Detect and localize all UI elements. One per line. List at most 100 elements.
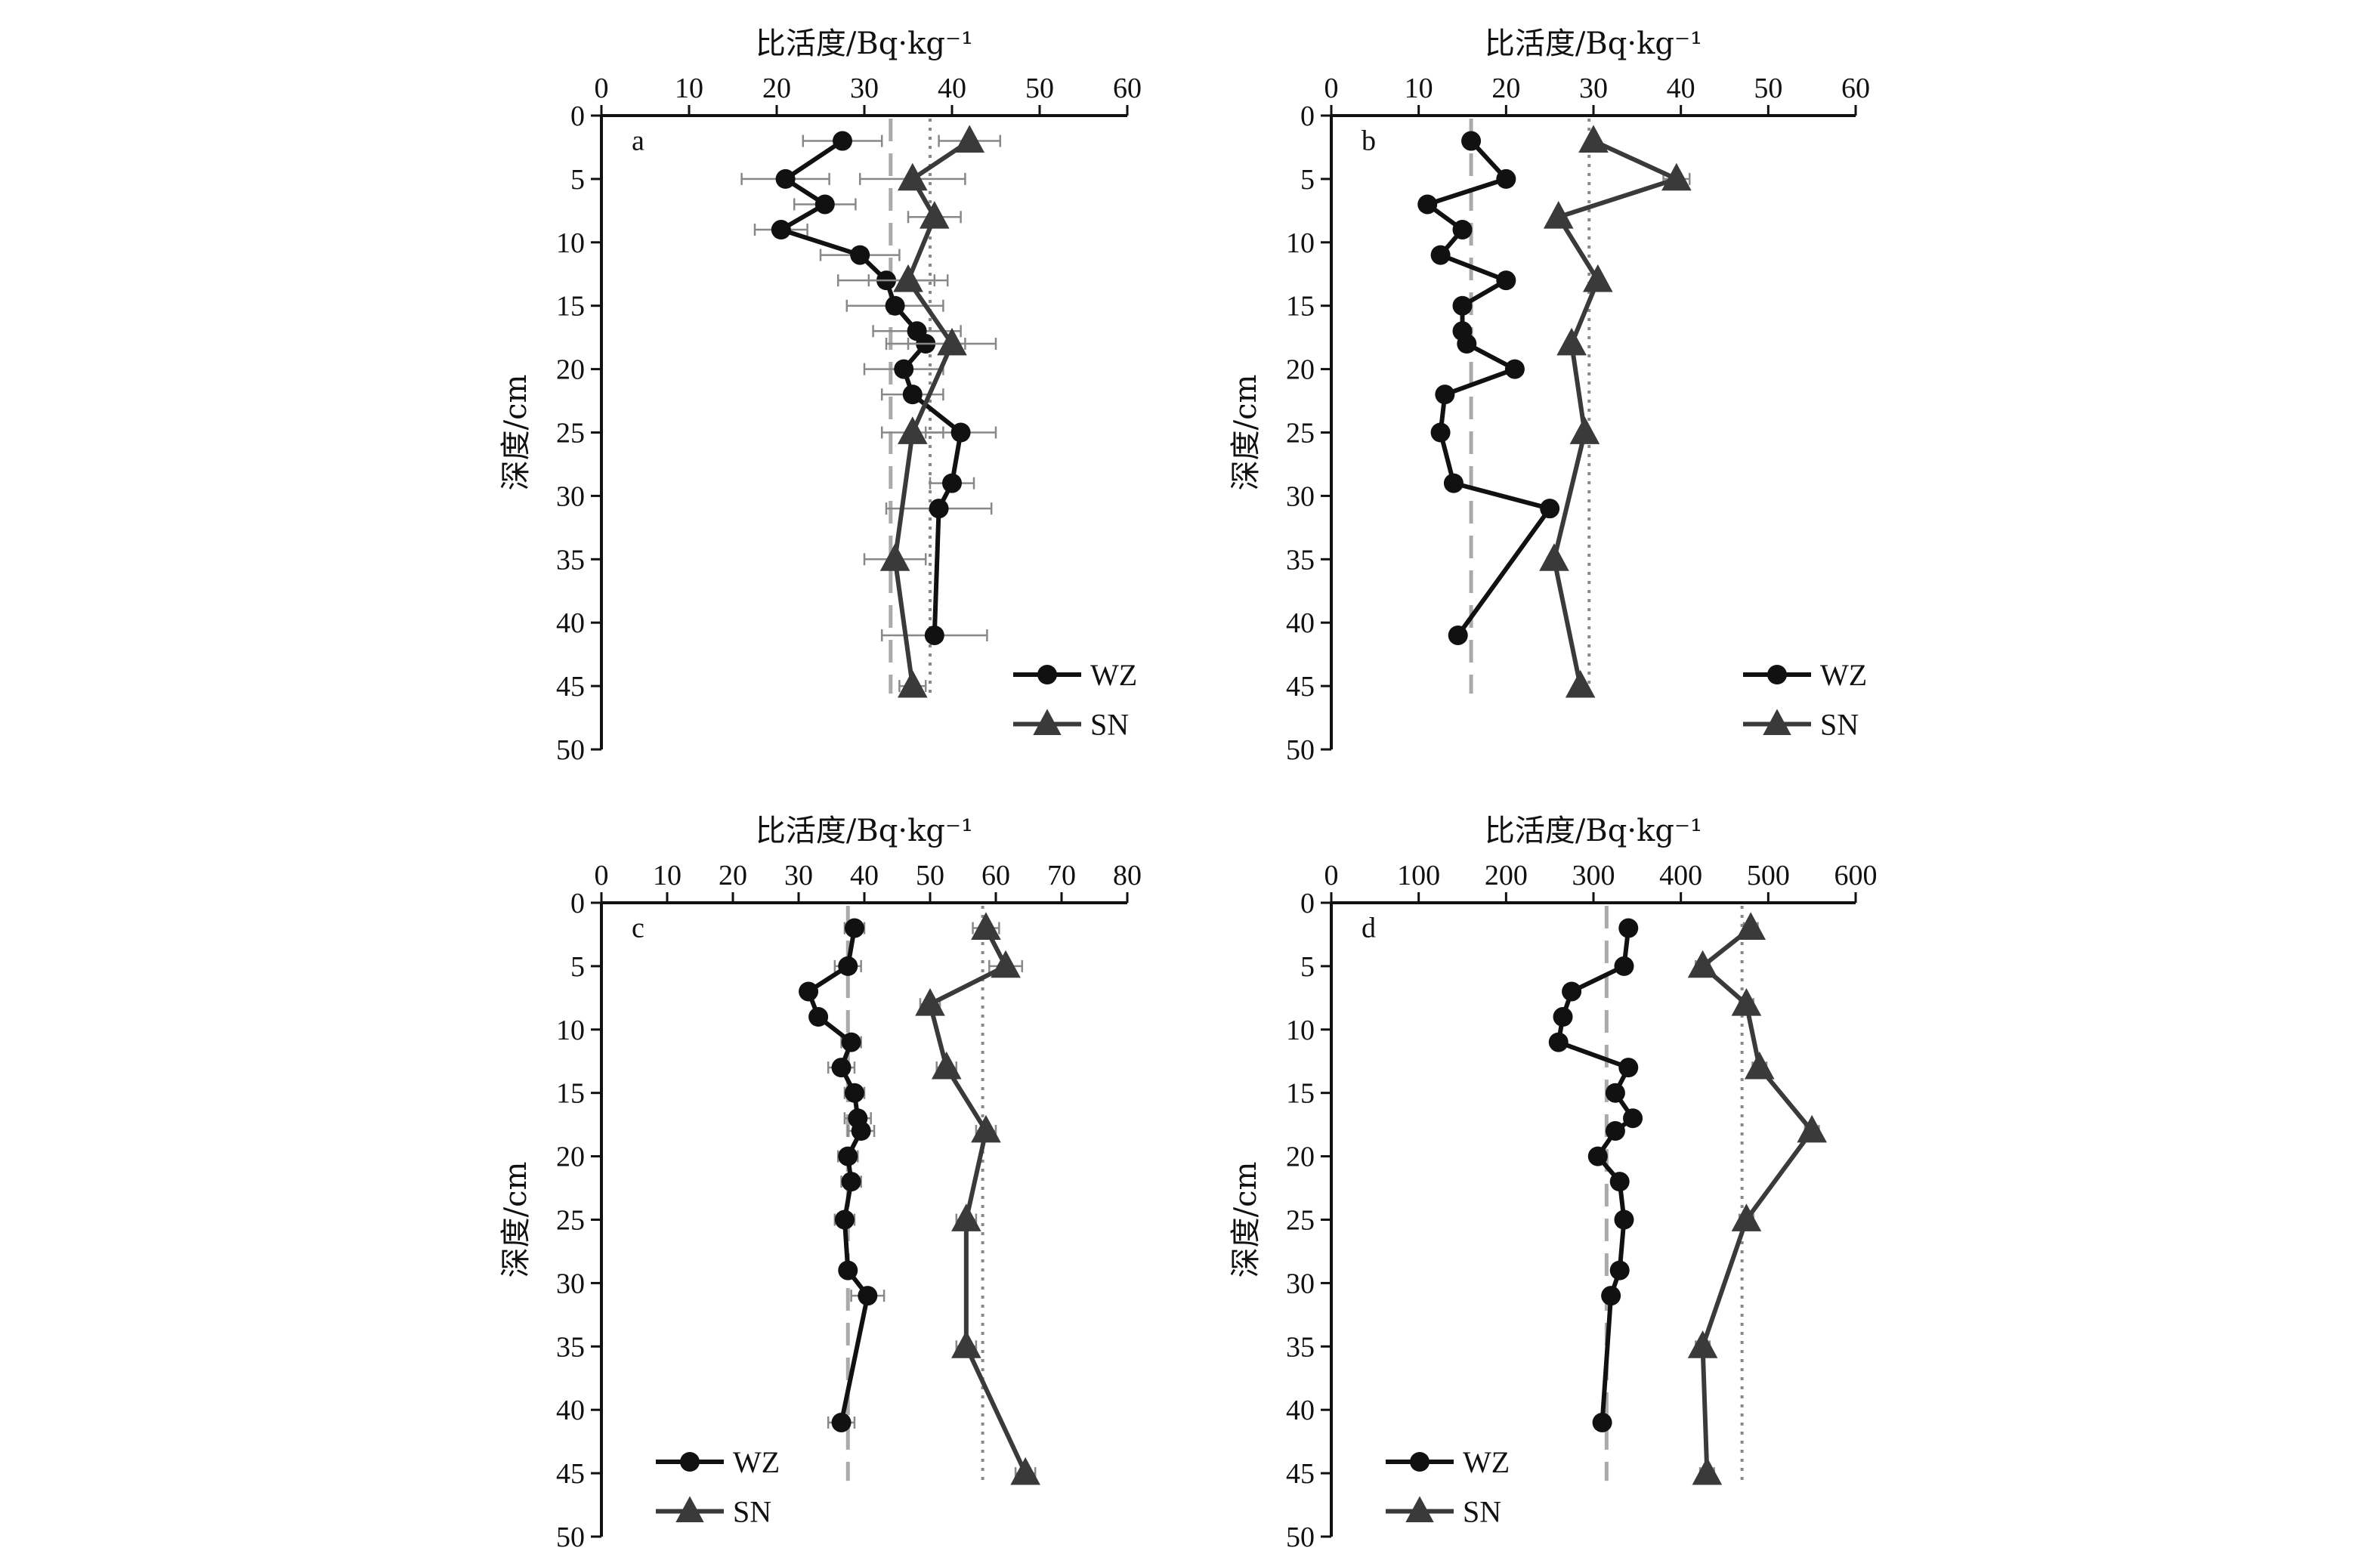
y-tick-label: 10 bbox=[1286, 1015, 1315, 1046]
x-axis-title: 比活度/Bq·kg⁻¹ bbox=[1485, 814, 1702, 848]
y-tick-label: 5 bbox=[1300, 951, 1315, 983]
y-tick-label: 0 bbox=[570, 100, 585, 132]
data-point-sn bbox=[951, 1330, 981, 1358]
x-tick-label: 70 bbox=[1047, 860, 1076, 891]
series-sn bbox=[1687, 912, 1827, 1485]
data-point-sn bbox=[898, 162, 928, 191]
data-point-wz bbox=[850, 245, 870, 265]
y-tick-label: 0 bbox=[570, 888, 585, 919]
data-point-wz bbox=[808, 1007, 829, 1027]
x-tick-label: 60 bbox=[981, 860, 1010, 891]
legend-marker-triangle bbox=[675, 1496, 704, 1522]
x-tick-label: 30 bbox=[850, 73, 879, 104]
data-point-sn bbox=[1539, 543, 1569, 571]
y-tick-label: 40 bbox=[556, 1395, 585, 1426]
data-point-wz bbox=[771, 220, 791, 240]
series-line bbox=[928, 927, 1028, 1475]
y-tick-label: 20 bbox=[556, 1141, 585, 1173]
x-tick-label: 600 bbox=[1834, 860, 1878, 891]
data-point-wz bbox=[1601, 1286, 1621, 1306]
x-tick-label: 60 bbox=[1841, 73, 1870, 104]
y-tick-label: 40 bbox=[1286, 607, 1315, 639]
data-point-sn bbox=[1556, 327, 1587, 356]
x-tick-label: 300 bbox=[1572, 860, 1615, 891]
y-tick-label: 35 bbox=[1286, 544, 1315, 576]
y-tick-label: 45 bbox=[1286, 671, 1315, 703]
data-point-wz bbox=[851, 1121, 871, 1141]
data-point-sn bbox=[1797, 1114, 1827, 1143]
legend-item-wz: WZ bbox=[1013, 658, 1137, 692]
data-point-sn bbox=[954, 125, 984, 153]
x-axis-title: 比活度/Bq·kg⁻¹ bbox=[756, 26, 973, 61]
y-axis-title: 深度/cm bbox=[499, 375, 533, 491]
y-tick-label: 50 bbox=[556, 734, 585, 766]
data-point-sn bbox=[1687, 950, 1718, 978]
data-point-wz bbox=[1448, 625, 1468, 645]
data-point-sn bbox=[1692, 1457, 1723, 1485]
data-point-sn bbox=[898, 416, 928, 444]
x-tick-label: 0 bbox=[595, 73, 609, 104]
data-point-sn bbox=[893, 264, 923, 292]
data-point-wz bbox=[833, 131, 852, 151]
data-point-wz bbox=[838, 956, 858, 976]
x-tick-label: 30 bbox=[784, 860, 813, 891]
x-axis-title: 比活度/Bq·kg⁻¹ bbox=[1485, 26, 1702, 61]
legend-label: WZ bbox=[1463, 1445, 1510, 1479]
y-axis-title: 深度/cm bbox=[499, 1162, 533, 1278]
x-tick-label: 10 bbox=[653, 860, 682, 891]
data-point-sn bbox=[898, 669, 928, 698]
data-point-wz bbox=[831, 1412, 852, 1432]
x-tick-label: 500 bbox=[1747, 860, 1790, 891]
legend-item-wz: WZ bbox=[656, 1445, 780, 1479]
x-tick-label: 40 bbox=[850, 860, 879, 891]
data-point-sn bbox=[1543, 201, 1574, 229]
legend-item-sn: SN bbox=[656, 1494, 771, 1528]
data-point-sn bbox=[1736, 912, 1766, 940]
series-line bbox=[1551, 138, 1679, 687]
x-tick-label: 30 bbox=[1579, 73, 1608, 104]
legend-item-wz: WZ bbox=[1743, 658, 1867, 692]
data-point-wz bbox=[1614, 1209, 1634, 1230]
data-point-sn bbox=[1661, 162, 1692, 191]
x-tick-label: 20 bbox=[762, 73, 791, 104]
data-point-wz bbox=[1443, 473, 1464, 493]
data-point-wz bbox=[1609, 1172, 1630, 1192]
y-tick-label: 45 bbox=[556, 671, 585, 703]
legend: WZ SN bbox=[1386, 1445, 1510, 1528]
y-tick-label: 15 bbox=[1286, 291, 1315, 323]
y-tick-label: 50 bbox=[1286, 1521, 1315, 1553]
data-point-sn bbox=[1569, 416, 1600, 444]
data-point-wz bbox=[841, 1172, 861, 1192]
legend-item-sn: SN bbox=[1743, 707, 1859, 741]
legend-item-sn: SN bbox=[1386, 1494, 1501, 1528]
legend-label: SN bbox=[1820, 707, 1859, 741]
y-tick-label: 5 bbox=[1300, 164, 1315, 196]
x-tick-label: 50 bbox=[916, 860, 944, 891]
y-tick-label: 45 bbox=[1286, 1458, 1315, 1490]
x-tick-label: 50 bbox=[1754, 73, 1782, 104]
panel-label: d bbox=[1362, 912, 1376, 944]
data-point-wz bbox=[1457, 334, 1477, 354]
y-tick-label: 50 bbox=[1286, 734, 1315, 766]
y-tick-label: 40 bbox=[556, 607, 585, 639]
series-sn bbox=[1539, 125, 1692, 698]
data-point-wz bbox=[1430, 422, 1451, 443]
series-wz bbox=[1417, 131, 1560, 645]
data-point-sn bbox=[937, 327, 967, 356]
data-point-wz bbox=[834, 1209, 855, 1230]
x-tick-label: 40 bbox=[938, 73, 966, 104]
legend-marker-circle bbox=[1767, 664, 1787, 684]
y-axis-title: 深度/cm bbox=[1229, 375, 1263, 491]
data-point-wz bbox=[942, 473, 962, 493]
series-wz bbox=[740, 131, 997, 645]
y-tick-label: 35 bbox=[556, 544, 585, 576]
chart-panel-c: 0 10 20 30 40 50 60 70 80 0 5 10 15 20 25 30 35 40 45 50 比活度… bbox=[499, 814, 1142, 1553]
x-tick-label: 60 bbox=[1113, 73, 1142, 104]
data-point-sn bbox=[915, 988, 945, 1016]
legend: WZ SN bbox=[1013, 658, 1137, 741]
x-tick-label: 50 bbox=[1025, 73, 1054, 104]
data-point-wz bbox=[1587, 1146, 1608, 1166]
data-point-sn bbox=[951, 1203, 981, 1231]
x-tick-label: 100 bbox=[1397, 860, 1440, 891]
legend-label: SN bbox=[1090, 707, 1129, 741]
